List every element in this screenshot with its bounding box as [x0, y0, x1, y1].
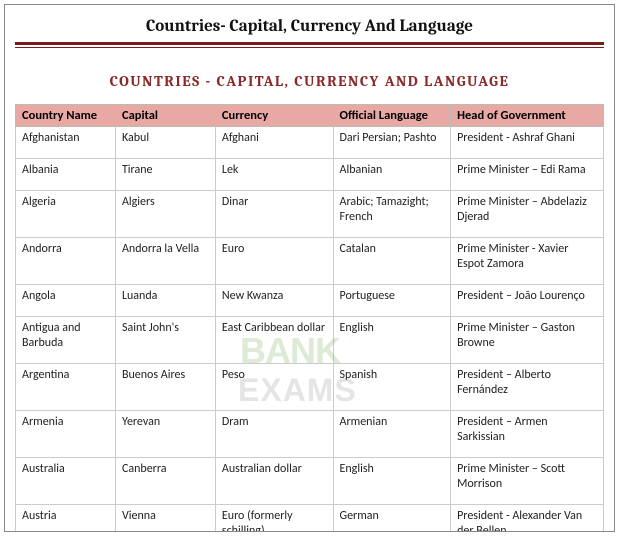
table-cell: Afghanistan	[16, 127, 116, 159]
table-cell: President – Alberto Fernández	[451, 364, 604, 411]
table-cell: Dram	[215, 411, 333, 458]
table-cell: President - Alexander Van der Bellen	[451, 505, 604, 533]
table-row: ArmeniaYerevanDramArmenianPresident – Ar…	[16, 411, 604, 458]
column-header: Currency	[215, 105, 333, 127]
table-row: AlbaniaTiraneLekAlbanianPrime Minister –…	[16, 159, 604, 191]
table-cell: Dinar	[215, 191, 333, 238]
table-cell: Albania	[16, 159, 116, 191]
table-cell: President – Armen Sarkissian	[451, 411, 604, 458]
table-cell: Arabic; Tamazight; French	[333, 191, 451, 238]
table-cell: President – João Lourenço	[451, 285, 604, 317]
table-cell: Dari Persian; Pashto	[333, 127, 451, 159]
table-cell: Prime Minister – Gaston Browne	[451, 317, 604, 364]
table-cell: English	[333, 458, 451, 505]
table-cell: Andorra	[16, 238, 116, 285]
column-header: Head of Government	[451, 105, 604, 127]
table-row: ArgentinaBuenos AiresPesoSpanishPresiden…	[16, 364, 604, 411]
document-page: Countries- Capital, Currency And Languag…	[4, 4, 615, 532]
table-cell: Albanian	[333, 159, 451, 191]
table-header-row: Country NameCapitalCurrencyOfficial Lang…	[16, 105, 604, 127]
table-cell: New Kwanza	[215, 285, 333, 317]
table-cell: Afghani	[215, 127, 333, 159]
table-cell: Prime Minister – Scott Morrison	[451, 458, 604, 505]
table-cell: Catalan	[333, 238, 451, 285]
section-title: COUNTRIES - CAPITAL, CURRENCY AND LANGUA…	[15, 72, 604, 90]
table-row: AustriaViennaEuro (formerly schilling)Ge…	[16, 505, 604, 533]
table-cell: Algeria	[16, 191, 116, 238]
table-row: AngolaLuandaNew KwanzaPortuguesePresiden…	[16, 285, 604, 317]
column-header: Capital	[115, 105, 215, 127]
table-body: AfghanistanKabulAfghaniDari Persian; Pas…	[16, 127, 604, 533]
table-cell: Andorra la Vella	[115, 238, 215, 285]
table-cell: Austria	[16, 505, 116, 533]
table-row: AustraliaCanberraAustralian dollarEnglis…	[16, 458, 604, 505]
table-row: AfghanistanKabulAfghaniDari Persian; Pas…	[16, 127, 604, 159]
table-cell: Australia	[16, 458, 116, 505]
column-header: Official Language	[333, 105, 451, 127]
table-cell: Prime Minister – Edi Rama	[451, 159, 604, 191]
column-header: Country Name	[16, 105, 116, 127]
table-row: AlgeriaAlgiersDinarArabic; Tamazight; Fr…	[16, 191, 604, 238]
table-cell: Spanish	[333, 364, 451, 411]
table-cell: East Caribbean dollar	[215, 317, 333, 364]
countries-table: Country NameCapitalCurrencyOfficial Lang…	[15, 104, 604, 532]
table-cell: Portuguese	[333, 285, 451, 317]
table-cell: Canberra	[115, 458, 215, 505]
table-cell: English	[333, 317, 451, 364]
table-cell: Antigua and Barbuda	[16, 317, 116, 364]
table-cell: Peso	[215, 364, 333, 411]
title-rule	[15, 42, 604, 48]
table-cell: Kabul	[115, 127, 215, 159]
table-cell: Euro	[215, 238, 333, 285]
table-cell: Algiers	[115, 191, 215, 238]
page-title: Countries- Capital, Currency And Languag…	[15, 17, 604, 36]
table-cell: Yerevan	[115, 411, 215, 458]
table-row: Antigua and BarbudaSaint John'sEast Cari…	[16, 317, 604, 364]
table-cell: Prime Minister - Xavier Espot Zamora	[451, 238, 604, 285]
table-cell: Prime Minister – Abdelaziz Djerad	[451, 191, 604, 238]
table-row: AndorraAndorra la VellaEuroCatalanPrime …	[16, 238, 604, 285]
table-cell: Argentina	[16, 364, 116, 411]
table-cell: Australian dollar	[215, 458, 333, 505]
table-cell: Angola	[16, 285, 116, 317]
table-cell: Lek	[215, 159, 333, 191]
table-cell: Luanda	[115, 285, 215, 317]
table-cell: Saint John's	[115, 317, 215, 364]
table-cell: Vienna	[115, 505, 215, 533]
table-cell: German	[333, 505, 451, 533]
table-cell: President - Ashraf Ghani	[451, 127, 604, 159]
table-cell: Tirane	[115, 159, 215, 191]
table-cell: Armenian	[333, 411, 451, 458]
table-cell: Buenos Aires	[115, 364, 215, 411]
table-cell: Armenia	[16, 411, 116, 458]
table-cell: Euro (formerly schilling)	[215, 505, 333, 533]
